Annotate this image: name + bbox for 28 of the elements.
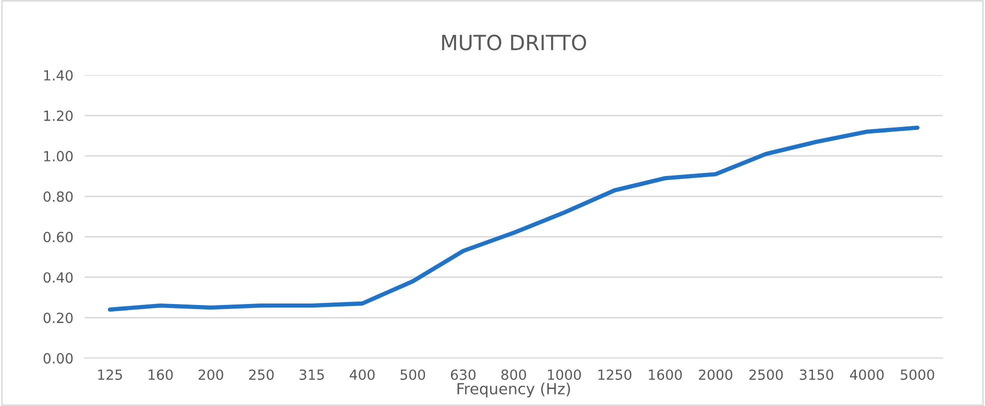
x-tick-label: 1250 (598, 369, 632, 380)
x-tick-label: 500 (400, 369, 426, 380)
y-tick-label: 0.60 (44, 232, 73, 242)
y-tick-label: 1.20 (44, 110, 73, 122)
y-tick-label: 1.40 (44, 70, 73, 81)
y-tick-label: 0.00 (44, 353, 73, 364)
x-tick-label: 3150 (800, 369, 834, 380)
x-tick-label: 4000 (850, 369, 884, 380)
x-tick-label: 2000 (698, 369, 732, 380)
y-tick-label: 0.40 (44, 272, 73, 283)
x-tick-label: 250 (249, 369, 274, 380)
y-tick-label: 0.80 (44, 191, 73, 202)
x-tick-label: 800 (501, 369, 526, 380)
x-tick-label: 5000 (900, 369, 934, 380)
x-tick-label: 200 (198, 369, 224, 380)
x-axis-title: Frequency (Hz) (458, 382, 570, 398)
y-tick-label: 1.00 (44, 150, 73, 162)
x-tick-label: 2500 (749, 369, 783, 380)
line-series (108, 126, 920, 312)
x-tick-label: 630 (450, 369, 476, 380)
x-tick-label: 400 (350, 369, 375, 380)
x-tick-label: 1000 (548, 369, 581, 380)
x-tick-label: 125 (98, 369, 122, 380)
x-tick-label: 160 (148, 369, 173, 380)
y-tick-label: 0.20 (44, 312, 73, 324)
chart-title: MUTO DRITTO (442, 34, 586, 50)
x-tick-label: 1600 (648, 369, 682, 380)
x-tick-label: 315 (300, 369, 324, 380)
